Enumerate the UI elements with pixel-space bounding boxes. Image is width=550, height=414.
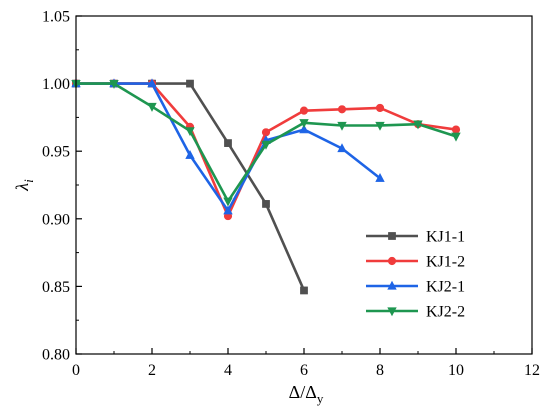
y-tick-label: 0.90 [42, 211, 70, 228]
data-point [147, 78, 157, 88]
data-point [375, 172, 385, 182]
legend-label: KJ1-2 [426, 254, 465, 271]
data-point [185, 127, 195, 137]
x-tick-label: 8 [376, 362, 384, 379]
legend: KJ1-1 KJ1-2 KJ2-1 KJ2-2 [366, 229, 465, 321]
data-point [337, 143, 347, 153]
data-point [261, 128, 271, 137]
labels-layer: 0 2 4 6 8 10 12 0.80 0.85 0.90 0.95 1.00 1.05 Δ/Δy λi [12, 9, 540, 407]
data-point [337, 121, 347, 131]
y-axis-label: λi [12, 179, 36, 192]
y-tick-label: 0.95 [42, 144, 70, 161]
legend-marker [387, 280, 397, 290]
data-point [300, 286, 308, 295]
series-KJ1-1 [72, 79, 308, 295]
data-point [223, 197, 233, 207]
data-point [299, 106, 309, 115]
x-tick-label: 6 [300, 362, 308, 379]
data-point [223, 205, 233, 215]
legend-label: KJ1-1 [426, 229, 465, 246]
data-point [451, 125, 461, 134]
legend-label: KJ2-2 [426, 304, 465, 321]
x-tick-label: 2 [148, 362, 156, 379]
data-point [224, 139, 232, 147]
legend-label: KJ2-1 [426, 279, 465, 296]
data-point [413, 120, 423, 130]
y-tick-label: 0.80 [42, 347, 70, 364]
y-axis-label-sub: i [21, 179, 36, 183]
x-axis-label: Δ/Δy [289, 382, 324, 406]
series-line [76, 82, 306, 291]
data-point [109, 79, 119, 89]
legend-entry: KJ2-2 [366, 304, 465, 321]
x-tick-label: 4 [224, 362, 232, 379]
x-tick-label: 0 [72, 362, 80, 379]
legend-entry: KJ1-1 [366, 229, 465, 246]
series-layer [71, 78, 461, 295]
data-point [261, 140, 271, 150]
series-KJ1-2 [71, 79, 461, 221]
plot-frame [75, 15, 533, 355]
y-tick-label: 0.85 [42, 279, 70, 296]
data-point [337, 105, 347, 114]
y-tick-label: 1.05 [42, 9, 70, 26]
x-axis-label-sub: y [317, 391, 324, 406]
x-tick-label: 10 [448, 362, 464, 379]
series-KJ2-2 [71, 79, 461, 207]
series-line [76, 82, 381, 212]
data-point [375, 103, 385, 113]
data-point [185, 149, 195, 159]
y-axis-label-main: λ [12, 183, 32, 192]
data-point [299, 124, 309, 134]
legend-entry: KJ2-1 [366, 279, 465, 296]
data-point [147, 102, 157, 112]
legend-marker [387, 256, 397, 266]
legend-entry: KJ1-2 [366, 254, 465, 271]
data-point [262, 200, 270, 208]
x-axis-label-main: Δ/Δ [289, 382, 317, 402]
y-tick-label: 1.00 [42, 76, 70, 93]
legend-marker [387, 307, 397, 317]
x-tick-label: 12 [524, 362, 540, 379]
data-point [375, 121, 385, 131]
data-point [299, 119, 309, 129]
data-point [186, 79, 194, 88]
legend-marker [388, 232, 396, 240]
series-line [76, 82, 457, 218]
data-point [451, 132, 461, 142]
